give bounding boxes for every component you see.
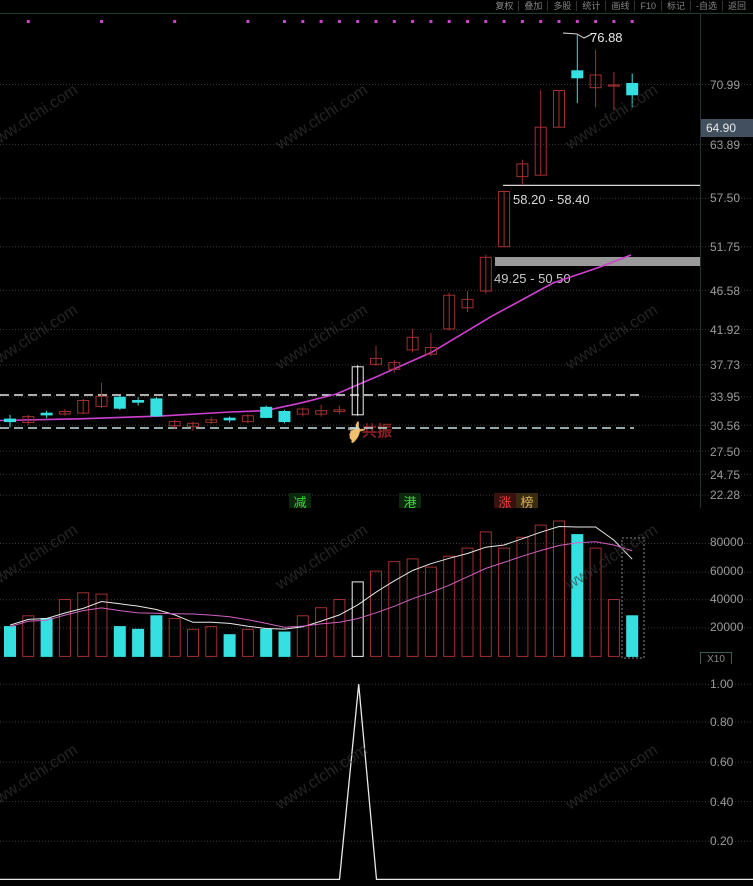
svg-text:49.25 - 50.50: 49.25 - 50.50 xyxy=(494,271,571,286)
svg-text:76.88: 76.88 xyxy=(590,30,623,45)
svg-text:58.20 - 58.40: 58.20 - 58.40 xyxy=(513,192,590,207)
svg-text:港: 港 xyxy=(403,495,416,509)
svg-text:榜: 榜 xyxy=(520,495,533,509)
svg-text:涨: 涨 xyxy=(498,495,511,509)
svg-text:减: 减 xyxy=(293,495,306,509)
svg-text:共振: 共振 xyxy=(362,422,392,440)
